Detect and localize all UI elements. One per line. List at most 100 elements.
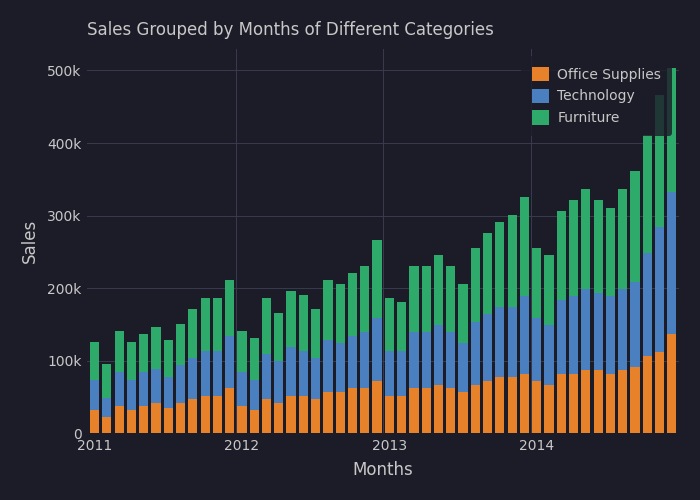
- Bar: [250, 410, 259, 434]
- Bar: [581, 289, 590, 370]
- Bar: [606, 296, 615, 374]
- Bar: [90, 342, 99, 380]
- Bar: [520, 374, 529, 434]
- Bar: [397, 396, 406, 434]
- Bar: [360, 388, 370, 434]
- X-axis label: Months: Months: [353, 461, 414, 479]
- Bar: [348, 388, 357, 434]
- Bar: [446, 332, 455, 388]
- Bar: [225, 336, 234, 388]
- Bar: [250, 380, 259, 410]
- Bar: [630, 282, 640, 366]
- Bar: [496, 307, 505, 378]
- Bar: [262, 354, 271, 399]
- Bar: [299, 294, 308, 350]
- Bar: [127, 380, 136, 410]
- Bar: [556, 374, 566, 434]
- Bar: [225, 388, 234, 434]
- Bar: [643, 356, 652, 434]
- Bar: [643, 135, 652, 252]
- Bar: [470, 322, 480, 384]
- Bar: [127, 342, 136, 380]
- Bar: [188, 309, 197, 358]
- Text: Sales Grouped by Months of Different Categories: Sales Grouped by Months of Different Cat…: [88, 21, 494, 39]
- Bar: [262, 399, 271, 434]
- Bar: [667, 192, 676, 334]
- Bar: [410, 332, 419, 388]
- Bar: [127, 410, 136, 434]
- Bar: [348, 336, 357, 388]
- Bar: [335, 344, 345, 392]
- Bar: [323, 392, 332, 434]
- Bar: [667, 68, 676, 192]
- Bar: [532, 318, 541, 381]
- Bar: [188, 358, 197, 399]
- Bar: [139, 372, 148, 406]
- Bar: [311, 309, 321, 358]
- Bar: [483, 381, 492, 434]
- Bar: [348, 273, 357, 336]
- Bar: [188, 399, 197, 434]
- Bar: [532, 381, 541, 434]
- Bar: [397, 350, 406, 396]
- Bar: [630, 172, 640, 281]
- Bar: [569, 374, 578, 434]
- Bar: [643, 252, 652, 356]
- Bar: [581, 370, 590, 434]
- Bar: [655, 227, 664, 352]
- Bar: [520, 196, 529, 296]
- Y-axis label: Sales: Sales: [21, 219, 38, 263]
- Bar: [434, 255, 443, 325]
- Bar: [483, 314, 492, 381]
- Bar: [200, 396, 210, 434]
- Bar: [323, 280, 332, 340]
- Bar: [532, 248, 541, 318]
- Bar: [496, 222, 505, 307]
- Bar: [372, 318, 382, 381]
- Bar: [115, 372, 124, 406]
- Bar: [545, 384, 554, 434]
- Bar: [556, 300, 566, 374]
- Bar: [286, 396, 295, 434]
- Bar: [335, 392, 345, 434]
- Bar: [250, 338, 259, 380]
- Bar: [630, 366, 640, 434]
- Bar: [299, 350, 308, 396]
- Bar: [176, 403, 186, 434]
- Bar: [164, 378, 173, 408]
- Bar: [594, 200, 603, 292]
- Bar: [139, 334, 148, 372]
- Bar: [594, 370, 603, 434]
- Bar: [151, 328, 160, 368]
- Bar: [606, 374, 615, 434]
- Bar: [299, 396, 308, 434]
- Bar: [667, 334, 676, 434]
- Bar: [470, 384, 480, 434]
- Bar: [458, 344, 468, 392]
- Bar: [618, 289, 627, 370]
- Bar: [115, 331, 124, 372]
- Bar: [594, 292, 603, 370]
- Bar: [421, 388, 430, 434]
- Bar: [151, 403, 160, 434]
- Bar: [434, 325, 443, 384]
- Bar: [102, 418, 111, 434]
- Bar: [483, 233, 492, 314]
- Bar: [385, 298, 394, 350]
- Bar: [213, 396, 222, 434]
- Bar: [90, 380, 99, 410]
- Bar: [508, 307, 517, 378]
- Bar: [360, 332, 370, 388]
- Bar: [520, 296, 529, 374]
- Bar: [90, 410, 99, 434]
- Bar: [618, 190, 627, 289]
- Bar: [176, 324, 186, 365]
- Bar: [164, 408, 173, 434]
- Bar: [470, 248, 480, 322]
- Bar: [262, 298, 271, 354]
- Bar: [655, 352, 664, 434]
- Bar: [385, 350, 394, 396]
- Bar: [446, 388, 455, 434]
- Bar: [139, 406, 148, 433]
- Bar: [569, 296, 578, 374]
